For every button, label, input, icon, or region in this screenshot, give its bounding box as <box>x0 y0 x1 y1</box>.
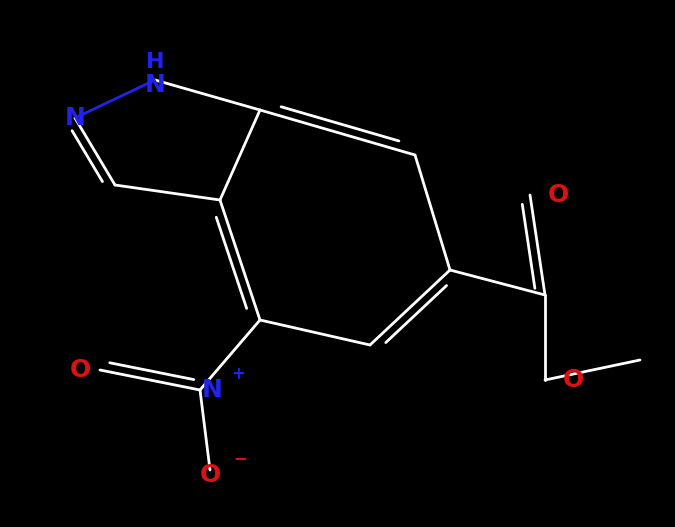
Text: O: O <box>199 463 221 487</box>
Text: O: O <box>562 368 584 392</box>
Text: O: O <box>70 358 90 382</box>
Text: −: − <box>233 449 247 467</box>
Text: N: N <box>202 378 223 402</box>
Text: N: N <box>144 73 165 97</box>
Text: N: N <box>65 106 86 130</box>
Text: +: + <box>231 365 245 383</box>
Text: H: H <box>146 52 164 72</box>
Text: O: O <box>547 183 568 207</box>
